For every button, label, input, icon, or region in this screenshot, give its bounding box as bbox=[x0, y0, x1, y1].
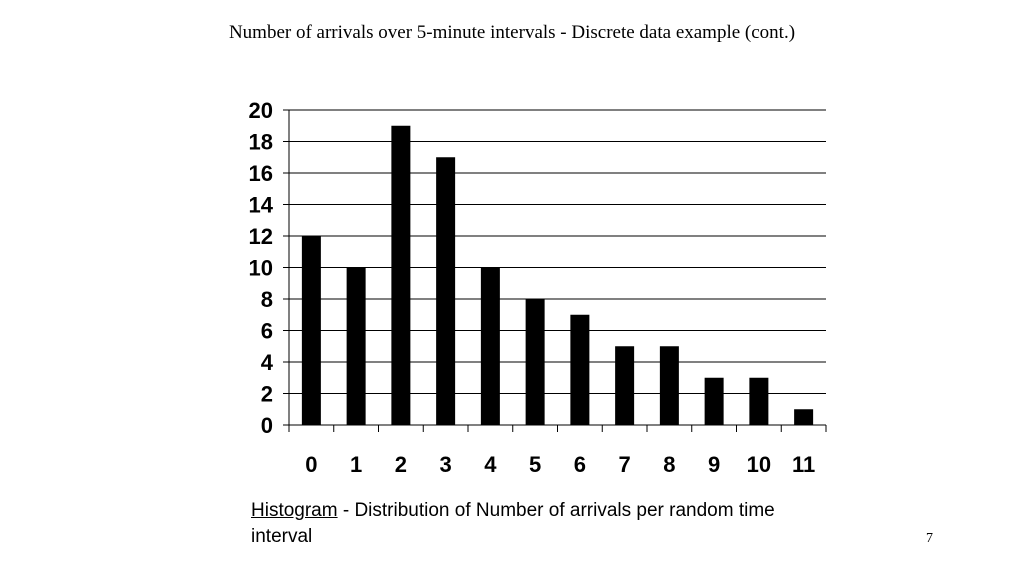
y-tick-label: 6 bbox=[261, 319, 273, 344]
x-tick-label: 7 bbox=[619, 452, 631, 477]
gridlines bbox=[289, 109, 826, 394]
y-tick-label: 10 bbox=[249, 256, 273, 281]
x-tick-label: 5 bbox=[529, 452, 541, 477]
bar bbox=[391, 125, 411, 425]
bar bbox=[704, 377, 724, 425]
caption-term: Histogram bbox=[251, 500, 338, 521]
x-tick-label: 10 bbox=[747, 452, 771, 477]
slide-title: Number of arrivals over 5-minute interva… bbox=[228, 22, 796, 43]
y-tick-labels: 0 2 4 6 8 10 12 14 16 18 20 bbox=[249, 98, 274, 438]
y-tick-label: 14 bbox=[249, 193, 274, 218]
page-number: 7 bbox=[926, 531, 933, 546]
caption-text: - Distribution of Number of arrivals per… bbox=[251, 500, 775, 547]
x-tick-label: 4 bbox=[484, 452, 497, 477]
bar bbox=[570, 314, 590, 425]
bar bbox=[436, 157, 456, 425]
bar bbox=[525, 299, 545, 425]
y-tick-label: 12 bbox=[249, 224, 273, 249]
x-tick-label: 0 bbox=[305, 452, 317, 477]
y-tick-label: 16 bbox=[249, 161, 273, 186]
x-tick-label: 9 bbox=[708, 452, 720, 477]
y-tick-label: 20 bbox=[249, 98, 273, 123]
x-tick-label: 8 bbox=[663, 452, 675, 477]
bar bbox=[749, 377, 769, 425]
axes bbox=[283, 109, 827, 432]
bar bbox=[301, 236, 321, 425]
bar bbox=[615, 346, 635, 425]
bar bbox=[794, 409, 814, 425]
bars bbox=[301, 125, 814, 425]
x-tick-label: 11 bbox=[792, 452, 815, 477]
bar bbox=[659, 346, 679, 425]
y-tick-label: 0 bbox=[261, 413, 273, 438]
bar bbox=[346, 267, 366, 425]
x-tick-labels: 0 1 2 3 4 5 6 7 8 9 10 11 bbox=[305, 452, 815, 477]
x-tick-label: 1 bbox=[350, 452, 362, 477]
x-tick-label: 6 bbox=[574, 452, 586, 477]
chart-caption: Histogram - Distribution of Number of ar… bbox=[251, 498, 821, 550]
y-tick-label: 4 bbox=[261, 350, 274, 375]
bar bbox=[480, 267, 500, 425]
y-tick-label: 8 bbox=[261, 287, 273, 312]
y-tick-label: 18 bbox=[249, 130, 273, 155]
x-tick-label: 3 bbox=[440, 452, 452, 477]
x-tick-label: 2 bbox=[395, 452, 407, 477]
y-tick-label: 2 bbox=[261, 382, 273, 407]
